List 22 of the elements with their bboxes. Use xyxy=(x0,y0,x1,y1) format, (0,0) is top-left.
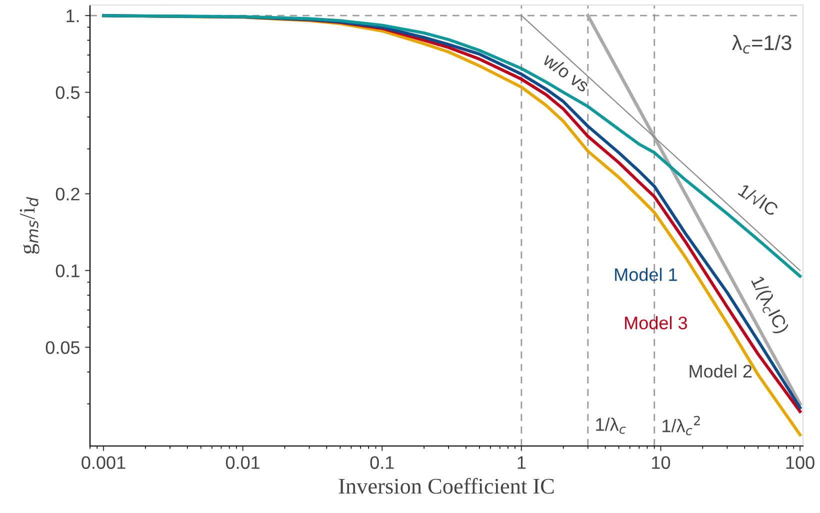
series-label: Model 2 xyxy=(690,364,752,378)
y-tick-label: 0.1 xyxy=(56,264,80,278)
annotation: λ$_{c}$=1/3 xyxy=(732,34,792,54)
x-tick-label: 1 xyxy=(518,456,526,469)
text: 1/√IC xyxy=(738,182,780,217)
x-tick-label: 10 xyxy=(652,456,670,469)
text: 1/(λ$_{c}$IC) xyxy=(748,275,790,336)
x-tick-label: 100 xyxy=(786,456,814,469)
y-tick-label: 1. xyxy=(66,10,79,22)
ref-line-label: 1/λ$_{c}$$^{2}$ xyxy=(662,416,700,436)
x-tick-label: 0.1 xyxy=(370,456,394,469)
text: Model 3 xyxy=(625,316,688,330)
series-label: Model 1 xyxy=(615,268,677,282)
ref-line-label: 1/λ$_{c}$ xyxy=(596,418,626,434)
x-axis-title: Inversion Coefficient IC xyxy=(338,478,554,494)
x-tick-label: 0.01 xyxy=(226,456,260,469)
x-tick-label: 0.001 xyxy=(82,456,126,469)
text: w/o vs xyxy=(542,52,591,93)
y-axis-title: g$_{ms}$/i$_{d}$ xyxy=(20,197,40,254)
y-tick-label: 0.5 xyxy=(56,86,80,100)
y-tick-label: 0.05 xyxy=(46,341,80,354)
y-tick-label: 0.2 xyxy=(56,188,80,200)
